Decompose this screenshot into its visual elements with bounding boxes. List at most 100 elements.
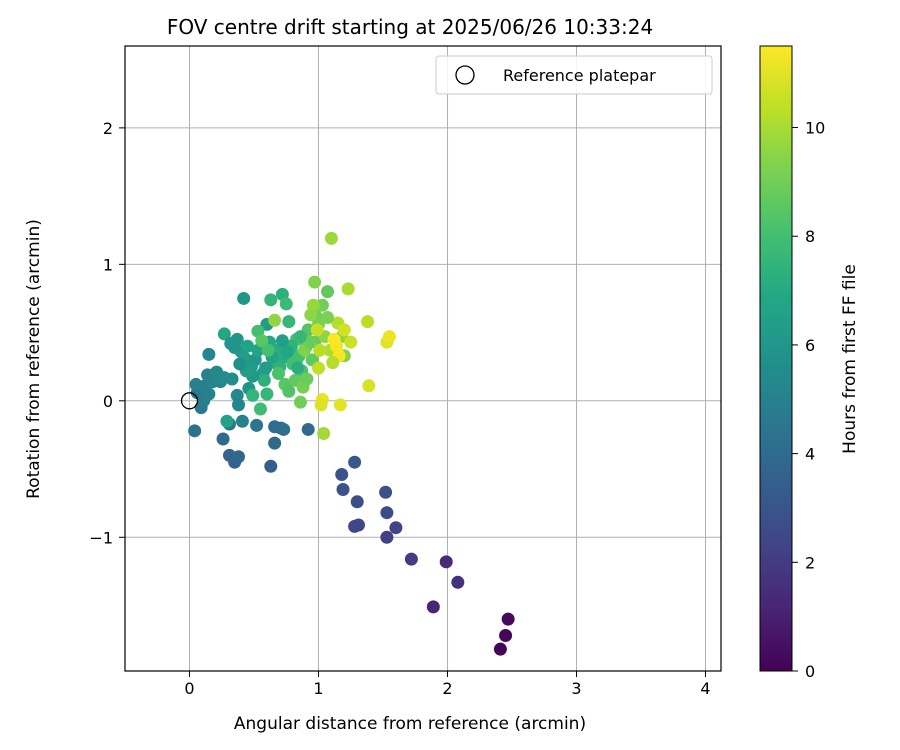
data-point [426, 600, 440, 614]
colorbar-ticks: 0 2 4 6 8 10 [792, 119, 825, 681]
data-point [259, 361, 273, 375]
data-point [326, 356, 340, 370]
data-point [257, 373, 271, 387]
data-point [260, 387, 274, 401]
x-axis-ticks: 0 1 2 3 4 [184, 671, 711, 698]
data-point [202, 387, 216, 401]
data-point [233, 357, 247, 371]
x-axis-label: Angular distance from reference (arcmin) [234, 714, 586, 734]
data-point [293, 330, 307, 344]
data-point [282, 315, 296, 329]
colorbar-tick-label: 6 [805, 336, 815, 355]
data-point [312, 361, 326, 375]
y-axis-label: Rotation from reference (arcmin) [24, 219, 44, 499]
data-point [380, 506, 394, 520]
data-point [268, 436, 282, 450]
colorbar-gradient [759, 45, 793, 672]
data-point [300, 372, 314, 386]
data-point [250, 418, 264, 432]
data-point [317, 427, 331, 441]
data-point [404, 552, 418, 566]
data-point [361, 315, 375, 329]
colorbar: 0 2 4 6 8 10 Hours from first FF file [759, 45, 860, 681]
x-tick-label: 2 [442, 679, 452, 698]
data-point [235, 414, 249, 428]
data-point [253, 402, 267, 416]
data-point [220, 414, 234, 428]
data-point [499, 629, 513, 643]
data-point [264, 459, 278, 473]
y-tick-label: 0 [103, 392, 113, 411]
data-point [315, 298, 329, 312]
data-point [344, 335, 358, 349]
y-tick-label: 2 [103, 119, 113, 138]
data-point [264, 293, 278, 307]
colorbar-tick-label: 8 [805, 227, 815, 246]
data-point [282, 384, 296, 398]
colorbar-tick-label: 2 [805, 553, 815, 572]
chart-title: FOV centre drift starting at 2025/06/26 … [167, 15, 653, 39]
data-point [230, 388, 244, 402]
data-point [306, 298, 320, 312]
colorbar-tick-label: 4 [805, 445, 815, 464]
data-point [281, 345, 295, 359]
x-tick-label: 1 [313, 679, 323, 698]
data-point [341, 282, 355, 296]
colorbar-tick-label: 0 [805, 662, 815, 681]
data-point [241, 339, 255, 353]
data-point [275, 334, 289, 348]
data-point [362, 379, 376, 393]
data-point [277, 422, 291, 436]
data-point [321, 285, 335, 299]
y-tick-label: 1 [103, 255, 113, 274]
data-point [246, 388, 260, 402]
grid-lines [125, 46, 721, 671]
data-point [327, 332, 341, 346]
data-point [333, 398, 347, 412]
data-point [188, 424, 202, 438]
data-point [237, 291, 251, 305]
y-axis-ticks: −1 0 1 2 [89, 119, 125, 547]
data-point [232, 450, 246, 464]
legend-open-circle-icon [455, 65, 475, 85]
data-point [382, 330, 396, 344]
data-point [336, 483, 350, 497]
data-point [335, 467, 349, 481]
data-point [379, 485, 393, 499]
data-point [321, 311, 335, 325]
data-point [216, 432, 230, 446]
legend-entry-label: Reference platepar [503, 66, 656, 85]
data-point [232, 398, 246, 412]
legend-box [435, 55, 713, 95]
data-point [261, 343, 275, 357]
data-point [301, 422, 315, 436]
data-point [291, 361, 305, 375]
data-point [314, 398, 328, 412]
data-point [380, 530, 394, 544]
data-point [324, 231, 338, 245]
colorbar-tick-label: 10 [805, 119, 825, 138]
data-point [350, 495, 364, 509]
data-point [348, 519, 362, 533]
data-point [501, 612, 515, 626]
data-points [188, 231, 515, 656]
data-point [348, 455, 362, 469]
data-point [451, 575, 465, 589]
data-point [313, 343, 327, 357]
x-tick-label: 0 [184, 679, 194, 698]
plot-frame [124, 45, 722, 672]
legend: Reference platepar [435, 55, 713, 95]
x-tick-label: 4 [700, 679, 710, 698]
y-tick-label: −1 [89, 528, 113, 547]
reference-platepar-marker [180, 392, 199, 410]
x-tick-label: 3 [571, 679, 581, 698]
data-point [308, 275, 322, 289]
data-point [337, 323, 351, 337]
data-point [228, 341, 242, 355]
data-point [493, 642, 507, 656]
data-point [217, 327, 231, 341]
data-point [225, 372, 239, 386]
data-point [293, 395, 307, 409]
data-point [389, 521, 403, 535]
